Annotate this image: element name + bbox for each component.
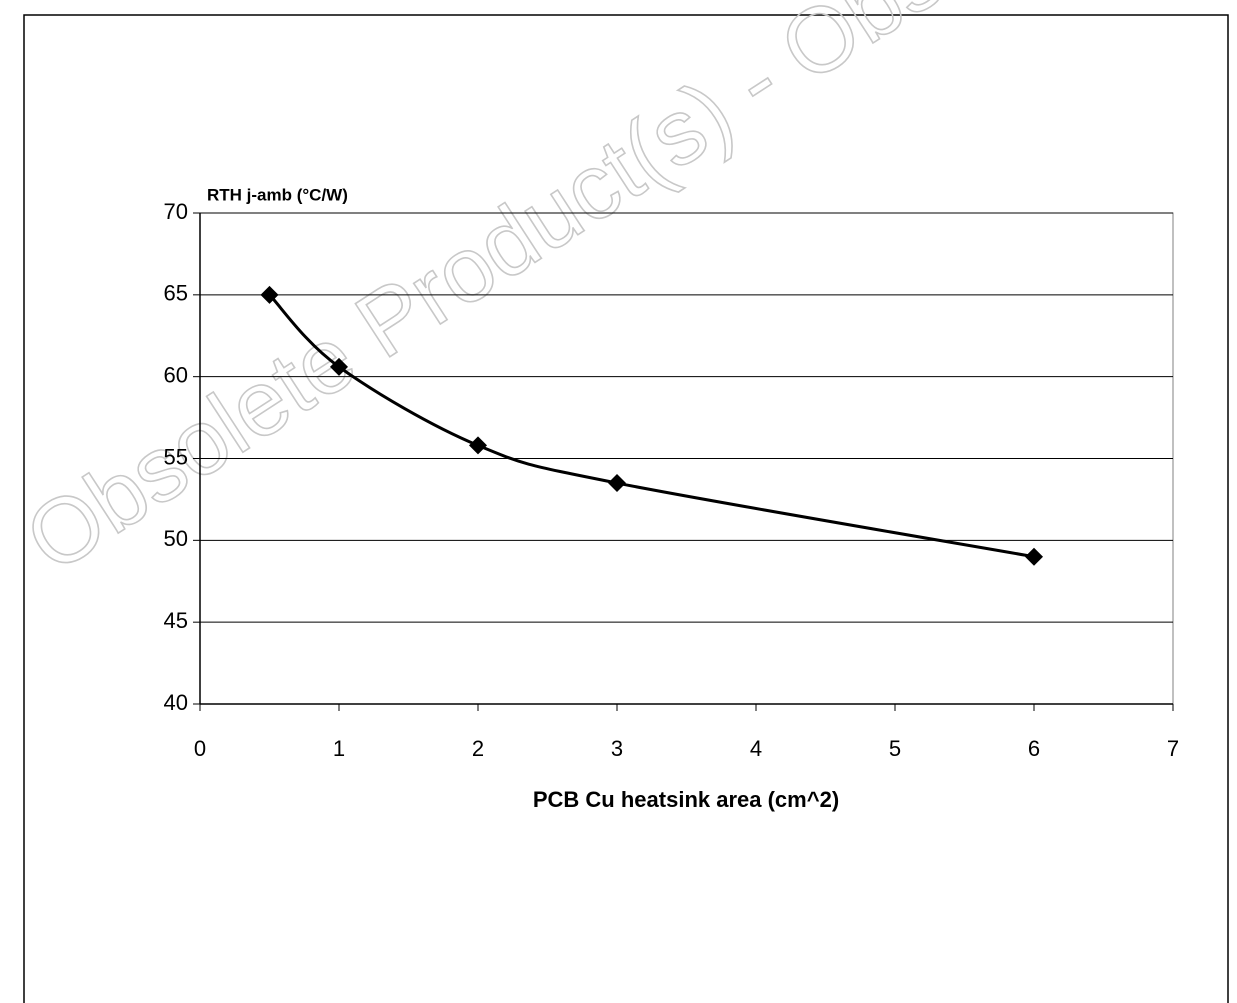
y-tick-label: 40 (164, 690, 188, 715)
x-tick-label: 1 (333, 736, 345, 761)
y-tick-label: 50 (164, 526, 188, 551)
y-tick-label: 60 (164, 362, 188, 387)
chart-frame (23, 14, 1229, 1003)
x-tick-label: 2 (472, 736, 484, 761)
marker (469, 436, 487, 455)
x-tick-label: 4 (750, 736, 762, 761)
y-tick-label: 55 (164, 444, 188, 469)
y-axis-label: RTH j-amb (°C/W) (207, 185, 348, 204)
x-tick-label: 5 (889, 736, 901, 761)
x-axis-label: PCB Cu heatsink area (cm^2) (533, 787, 839, 812)
marker (330, 357, 348, 376)
marker (608, 474, 626, 493)
series-line (268, 293, 1035, 559)
y-tick-label: 45 (164, 608, 188, 633)
y-tick-label: 65 (164, 281, 188, 306)
x-tick-label: 6 (1028, 736, 1040, 761)
marker (1025, 547, 1043, 566)
x-tick-label: 3 (611, 736, 623, 761)
y-tick-label: 70 (164, 199, 188, 224)
x-tick-label: 7 (1167, 736, 1179, 761)
x-tick-label: 0 (194, 736, 206, 761)
marker (260, 285, 279, 304)
